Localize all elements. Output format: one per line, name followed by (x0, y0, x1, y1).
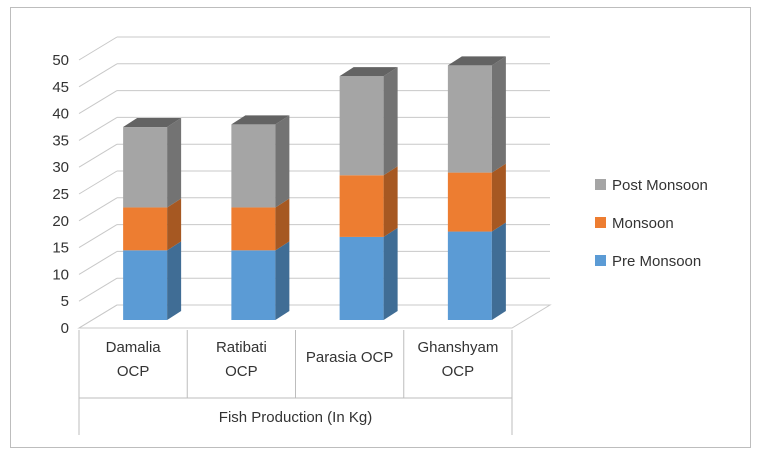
legend-label: Monsoon (612, 215, 674, 232)
bar-side (383, 227, 398, 320)
x-tick-label: Ghanshyam OCP (417, 339, 498, 380)
gridline-side (78, 116, 118, 141)
gridline-side (78, 224, 118, 249)
bar-side (491, 163, 506, 232)
gridline-side (78, 63, 118, 88)
y-tick-label: 40 (52, 106, 69, 123)
bar-top (339, 67, 398, 77)
bar-top (123, 118, 182, 128)
bar-side (275, 198, 290, 251)
bar-pre-monsoon (231, 250, 276, 320)
y-tick-label: 15 (52, 240, 69, 257)
x-tick-label: Parasia OCP (306, 349, 394, 366)
y-tick-label: 20 (52, 213, 69, 230)
bar-pre-monsoon (123, 250, 168, 320)
bar-pre-monsoon (339, 236, 384, 320)
x-group-label: Fish Production (In Kg) (219, 409, 372, 426)
x-tick-label: Damalia OCP (106, 339, 162, 380)
gridline-side (78, 36, 118, 61)
bar-side (167, 118, 182, 208)
legend-label: Post Monsoon (612, 177, 708, 194)
y-tick-label: 50 (52, 52, 69, 69)
bar-side (383, 67, 398, 176)
y-tick-label: 30 (52, 159, 69, 176)
legend-swatch (595, 255, 606, 266)
legend-swatch (595, 179, 606, 190)
chart-floor (77, 304, 552, 329)
bar-monsoon (231, 207, 276, 251)
bars-layer (123, 56, 506, 320)
bar-monsoon (447, 172, 492, 232)
axis-layer: 0 5 10 15 20 25 30 35 40 45 50 Damalia OCP Ratibati OC… (52, 52, 513, 435)
y-tick-label: 35 (52, 132, 69, 149)
bar-side (167, 241, 182, 320)
y-tick-label: 10 (52, 266, 69, 283)
bar-post-monsoon (339, 76, 384, 176)
y-tick-label: 0 (61, 320, 69, 337)
gridline-side (78, 90, 118, 115)
bar-post-monsoon (447, 65, 492, 173)
gridline-side (78, 277, 118, 302)
y-tick-label: 45 (52, 79, 69, 96)
bar-monsoon (123, 207, 168, 251)
legend-label: Pre Monsoon (612, 253, 701, 270)
y-tick-label: 25 (52, 186, 69, 203)
gridline-side (78, 143, 118, 168)
gridline-side (78, 170, 118, 195)
gridline-side (78, 250, 118, 275)
y-tick-label: 5 (61, 293, 69, 310)
bar-monsoon (339, 175, 384, 237)
bar-side (491, 222, 506, 320)
bar-top (231, 115, 290, 125)
gridline-side (78, 197, 118, 222)
bar-post-monsoon (231, 124, 276, 208)
bar-post-monsoon (123, 127, 168, 208)
bar-side (275, 115, 290, 208)
bar-side (275, 241, 290, 320)
x-tick-label: Ratibati OCP (216, 339, 267, 380)
legend: Post Monsoon Monsoon Pre Monsoon (595, 177, 708, 270)
bar-side (383, 166, 398, 237)
legend-swatch (595, 217, 606, 228)
bar-side (491, 56, 506, 173)
bar-side (167, 198, 182, 251)
bar-pre-monsoon (447, 231, 492, 320)
bar-top (447, 56, 506, 66)
